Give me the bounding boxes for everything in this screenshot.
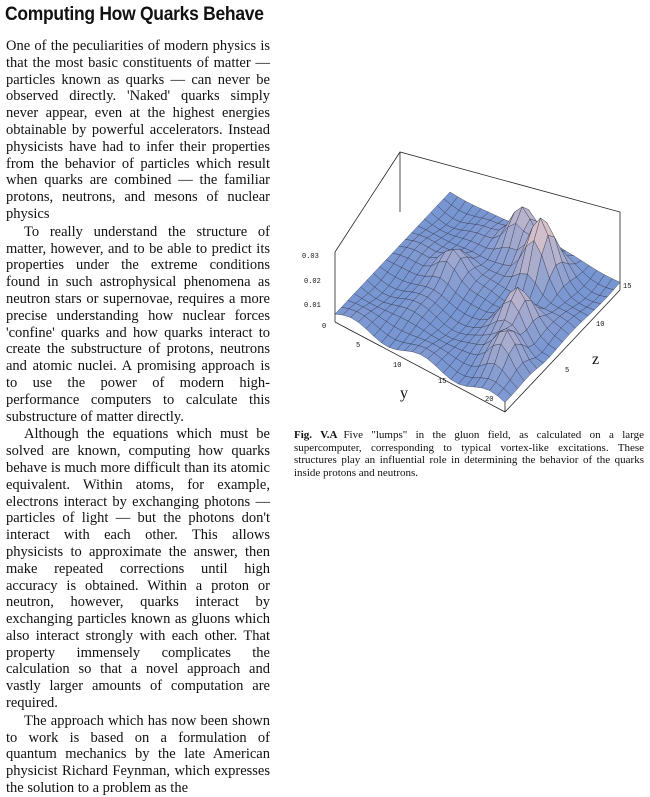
y-tick-label: 10 — [393, 362, 401, 370]
vertical-tick-label: 0.03 — [302, 253, 319, 261]
z-axis-label: z — [592, 351, 599, 368]
vertical-tick-label: 0.01 — [304, 302, 321, 310]
surface-mesh — [334, 191, 621, 403]
figure-caption: Fig. V.A Five "lumps" in the gluon field,… — [294, 429, 644, 479]
z-tick-label: 5 — [565, 367, 569, 375]
article-body: One of the peculiarities of modern physi… — [6, 38, 270, 797]
y-tick-label: 15 — [438, 378, 446, 386]
vertical-tick-label: 0.02 — [304, 278, 321, 286]
paragraph-2: To really understand the structure of ma… — [6, 223, 270, 425]
y-tick-label: 5 — [356, 342, 360, 350]
paragraph-1: One of the peculiarities of modern physi… — [6, 38, 270, 222]
y-axis-label: y — [400, 385, 408, 402]
page: Computing How Quarks Behave One of the p… — [5, 4, 644, 796]
article-title: Computing How Quarks Behave — [5, 4, 264, 25]
z-tick-label: 10 — [596, 321, 604, 329]
gluon-field-surface-plot: 0.03 0.02 0.01 0 5 10 15 20 y 5 10 15 z — [302, 151, 631, 413]
y-tick-label: 20 — [485, 396, 493, 404]
caption-text: Five "lumps" in the gluon field, as calc… — [294, 429, 645, 479]
figure-label: Fig. V.A — [294, 429, 338, 441]
paragraph-4: The approach which has now been shown to… — [6, 712, 270, 797]
z-tick-label: 15 — [623, 283, 631, 291]
paragraph-3: Although the equations which must be sol… — [6, 426, 270, 712]
vertical-tick-label: 0 — [322, 323, 326, 331]
surface-cell — [497, 388, 512, 403]
